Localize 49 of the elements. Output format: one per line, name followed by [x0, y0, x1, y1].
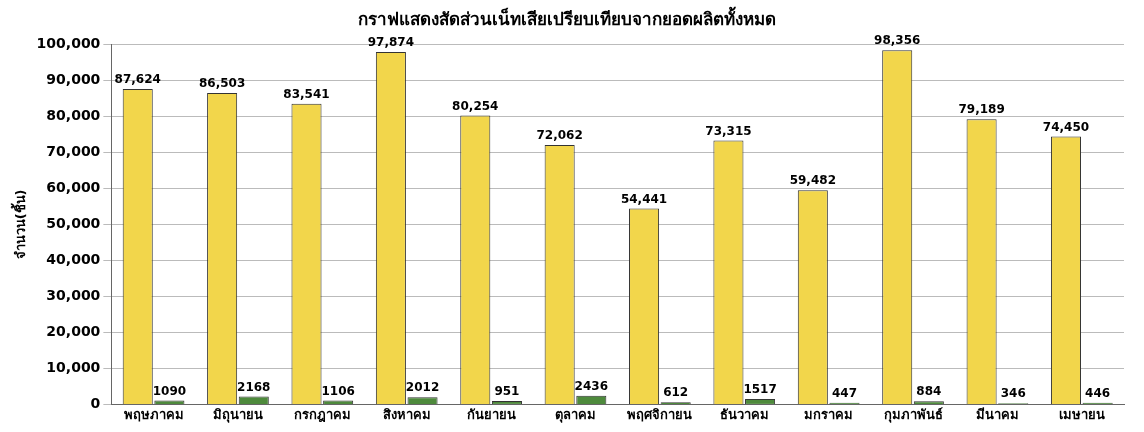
data-label: 1106: [321, 383, 355, 398]
data-label: 79,189: [958, 102, 1005, 117]
y-tick-label: 70,000: [46, 143, 101, 160]
data-label: 54,441: [620, 191, 668, 206]
data-label: 97,874: [367, 35, 415, 50]
chart-title: กราฟแสดงสัดส่วนเน็ทเสียเปรียบเทียบจากยอดผลิตทั้งหมด: [358, 5, 776, 29]
y-tick-label: 100,000: [36, 35, 101, 52]
x-tick-label: กันยายน: [466, 406, 516, 422]
x-tick-label: เมษายน: [1058, 406, 1105, 422]
data-label: 2168: [237, 379, 271, 394]
data-label: 951: [494, 384, 520, 399]
y-tick-label: 10,000: [46, 359, 101, 376]
data-label: 2012: [405, 380, 440, 395]
y-tick-label: 40,000: [46, 251, 101, 268]
x-tick-label: ธันวาคม: [719, 406, 769, 422]
x-tick-label: พฤษภาคม: [123, 406, 184, 422]
data-label: 59,482: [789, 173, 836, 188]
x-tick-label: พฤศจิกายน: [627, 406, 693, 422]
data-label: 80,254: [452, 98, 499, 113]
data-label: 346: [1000, 386, 1026, 401]
data-label: 2436: [574, 378, 609, 393]
x-tick-label: กุมภาพันธ์: [883, 406, 943, 423]
data-label: 446: [1085, 385, 1111, 400]
x-tick-label: มกราคม: [804, 406, 854, 422]
data-label: 98,356: [874, 33, 921, 48]
y-tick-label: 50,000: [46, 215, 101, 232]
data-label: 74,450: [1042, 119, 1090, 134]
x-tick-label: สิงหาคม: [382, 406, 431, 422]
x-tick-label: กรกฎาคม: [293, 406, 351, 423]
y-tick-label: 80,000: [46, 107, 101, 124]
x-tick-label: มิถุนายน: [212, 406, 263, 423]
y-tick-label: 0: [90, 395, 101, 412]
data-label: 83,541: [283, 86, 330, 101]
y-tick-label: 30,000: [46, 287, 101, 304]
data-label: 72,062: [536, 128, 583, 143]
data-label: 86,503: [198, 76, 246, 91]
data-label: 87,624: [114, 72, 161, 87]
data-label: 447: [831, 385, 857, 400]
y-tick-label: 90,000: [46, 71, 101, 88]
data-label: 884: [916, 384, 942, 399]
data-label: 1090: [152, 383, 187, 398]
y-axis-title: จำนวน(ชิ้น): [10, 189, 29, 260]
x-tick-label: มีนาคม: [975, 406, 1019, 422]
data-label: 73,315: [705, 123, 752, 138]
y-tick-label: 60,000: [46, 179, 101, 196]
x-tick-label: ตุลาคม: [554, 406, 596, 423]
y-tick-label: 20,000: [46, 323, 101, 340]
data-label: 612: [663, 385, 689, 400]
data-label: 1517: [743, 382, 777, 397]
